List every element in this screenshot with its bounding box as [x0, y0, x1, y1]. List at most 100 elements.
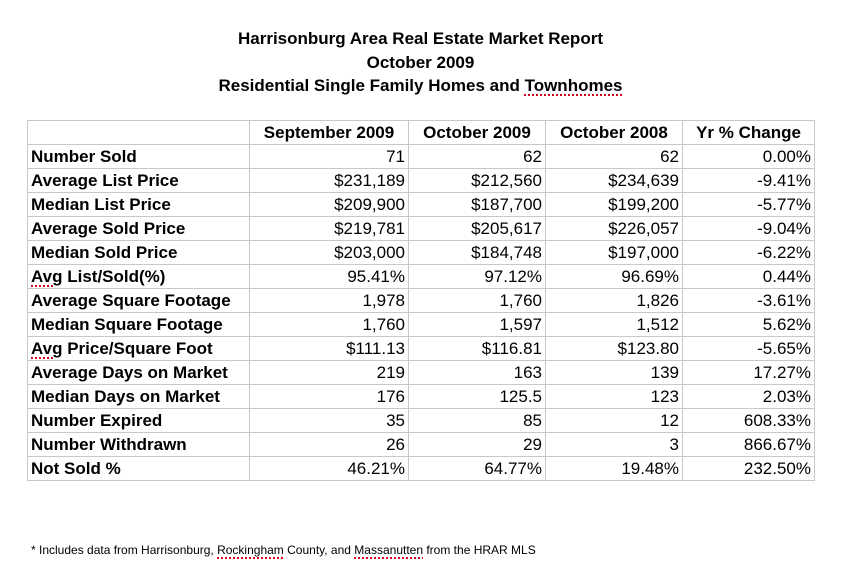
table-cell: 0.00% — [682, 144, 815, 169]
row-label: Number Sold — [27, 144, 250, 169]
table-cell: 95.41% — [249, 264, 409, 289]
table-cell: 64.77% — [408, 456, 546, 481]
header-cell-blank — [27, 120, 250, 145]
table-cell: 19.48% — [545, 456, 683, 481]
row-label: Number Expired — [27, 408, 250, 433]
table-cell: 1,597 — [408, 312, 546, 337]
footnote-word-massanutten: Massanutten — [354, 543, 424, 557]
table-cell: 219 — [249, 360, 409, 385]
table-cell: $197,000 — [545, 240, 683, 265]
table-row: Median Square Footage 1,760 1,597 1,512 5.62… — [27, 312, 815, 337]
table-row: Number Expired 35 85 12 608.33% — [27, 408, 815, 433]
row-label: Median List Price — [27, 192, 250, 217]
footnote-word-rockingham: Rockingham — [217, 543, 284, 557]
table-cell: -6.22% — [682, 240, 815, 265]
row-label: Average List Price — [27, 168, 250, 193]
table-cell: $205,617 — [408, 216, 546, 241]
table-cell: $187,700 — [408, 192, 546, 217]
column-header: October 2008 — [545, 120, 683, 145]
table-cell: 1,978 — [249, 288, 409, 313]
table-cell: $116.81 — [408, 336, 546, 361]
table-row: Average Days on Market 219 163 139 17.27% — [27, 360, 815, 385]
table-cell: 3 — [545, 432, 683, 457]
table-cell: 0.44% — [682, 264, 815, 289]
table-cell: $199,200 — [545, 192, 683, 217]
table-row: Average List Price $231,189 $212,560 $234,6… — [27, 168, 815, 193]
table-row: Avg List/Sold(%) 95.41% 97.12% 96.69% 0.44% — [27, 264, 815, 289]
footnote: * Includes data from Harrisonburg, Rocki… — [31, 543, 536, 557]
table-cell: 1,826 — [545, 288, 683, 313]
table-cell: 608.33% — [682, 408, 815, 433]
row-label: Median Days on Market — [27, 384, 250, 409]
row-label: Median Square Footage — [27, 312, 250, 337]
report-title: Harrisonburg Area Real Estate Market Rep… — [0, 27, 841, 98]
table-cell: 1,760 — [408, 288, 546, 313]
table-cell: $231,189 — [249, 168, 409, 193]
table-cell: $184,748 — [408, 240, 546, 265]
table-cell: $203,000 — [249, 240, 409, 265]
table-header-row: September 2009 October 2009 October 2008 Yr… — [27, 120, 815, 145]
table-cell: 97.12% — [408, 264, 546, 289]
table-cell: 176 — [249, 384, 409, 409]
column-header: Yr % Change — [682, 120, 815, 145]
table-cell: $123.80 — [545, 336, 683, 361]
row-label: Not Sold % — [27, 456, 250, 481]
table-cell: 46.21% — [249, 456, 409, 481]
table-row: Median Days on Market 176 125.5 123 2.03% — [27, 384, 815, 409]
table-body: Number Sold 71 62 62 0.00% Average List Price… — [27, 144, 815, 481]
footnote-part-3: from the HRAR MLS — [423, 543, 536, 557]
table-cell: $212,560 — [408, 168, 546, 193]
table-cell: 866.67% — [682, 432, 815, 457]
table-cell: $234,639 — [545, 168, 683, 193]
table-row: Average Square Footage 1,978 1,760 1,826 -3.… — [27, 288, 815, 313]
table-cell: 232.50% — [682, 456, 815, 481]
row-label: Number Withdrawn — [27, 432, 250, 457]
table-cell: 62 — [408, 144, 546, 169]
table-cell: $209,900 — [249, 192, 409, 217]
table-row: Median Sold Price $203,000 $184,748 $197,00… — [27, 240, 815, 265]
column-header: October 2009 — [408, 120, 546, 145]
table-cell: 2.03% — [682, 384, 815, 409]
table-cell: 62 — [545, 144, 683, 169]
table-cell: 163 — [408, 360, 546, 385]
table-cell: 26 — [249, 432, 409, 457]
table-cell: -9.04% — [682, 216, 815, 241]
footnote-part-1: * Includes data from Harrisonburg, — [31, 543, 218, 557]
title-line-3-prefix: Residential Single Family Homes and — [218, 76, 525, 95]
column-header: September 2009 — [249, 120, 409, 145]
title-line-2: October 2009 — [366, 52, 475, 72]
table-cell: $111.13 — [249, 336, 409, 361]
table-row: Average Sold Price $219,781 $205,617 $226,0… — [27, 216, 815, 241]
table-cell: 29 — [408, 432, 546, 457]
table-cell: 1,760 — [249, 312, 409, 337]
table-cell: -3.61% — [682, 288, 815, 313]
market-report-table: September 2009 October 2009 October 2008 Yr… — [27, 120, 815, 481]
table-cell: $219,781 — [249, 216, 409, 241]
table-row: Avg Price/Square Foot $111.13 $116.81 $123.… — [27, 336, 815, 361]
table-cell: 139 — [545, 360, 683, 385]
table-cell: -5.77% — [682, 192, 815, 217]
table-cell: 12 — [545, 408, 683, 433]
table-cell: -5.65% — [682, 336, 815, 361]
row-label: Average Days on Market — [27, 360, 250, 385]
table-cell: 35 — [249, 408, 409, 433]
table-row: Not Sold % 46.21% 64.77% 19.48% 232.50% — [27, 456, 815, 481]
table-cell: 17.27% — [682, 360, 815, 385]
table-cell: 71 — [249, 144, 409, 169]
row-label: Avg List/Sold(%) — [27, 264, 250, 289]
table-cell: 123 — [545, 384, 683, 409]
table-cell: 125.5 — [408, 384, 546, 409]
title-line-3: Residential Single Family Homes and Town… — [0, 74, 841, 98]
table-row: Number Sold 71 62 62 0.00% — [27, 144, 815, 169]
title-line-1: Harrisonburg Area Real Estate Market Rep… — [238, 29, 603, 48]
table-cell: $226,057 — [545, 216, 683, 241]
title-line-3-word: Townhomes — [524, 76, 623, 95]
footnote-part-2: County, and — [283, 543, 355, 557]
table-cell: 96.69% — [545, 264, 683, 289]
table-row: Number Withdrawn 26 29 3 866.67% — [27, 432, 815, 457]
table-cell: 1,512 — [545, 312, 683, 337]
row-label: Average Square Footage — [27, 288, 250, 313]
table-cell: 5.62% — [682, 312, 815, 337]
row-label: Avg Price/Square Foot — [27, 336, 250, 361]
row-label: Average Sold Price — [27, 216, 250, 241]
